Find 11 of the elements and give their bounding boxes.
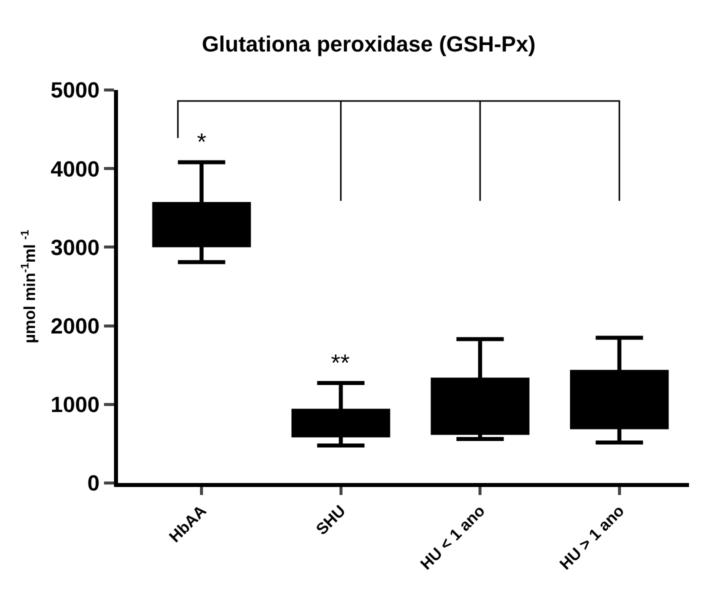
y-tick-label: 1000: [50, 392, 100, 418]
x-tick-label: HU > 1 ano: [557, 502, 628, 574]
y-tick-label: 2000: [50, 314, 100, 338]
y-tick-label: 5000: [50, 78, 100, 103]
y-tick-label: 4000: [50, 156, 100, 182]
y-tick-label: 0: [87, 470, 100, 496]
annotation: *: [197, 129, 206, 156]
y-tick-label: 3000: [50, 234, 100, 260]
chart-title: Glutationa peroxidase (GSH-Px): [202, 31, 536, 56]
annotation: **: [331, 350, 350, 377]
x-tick-label: HU < 1 ano: [418, 502, 489, 574]
